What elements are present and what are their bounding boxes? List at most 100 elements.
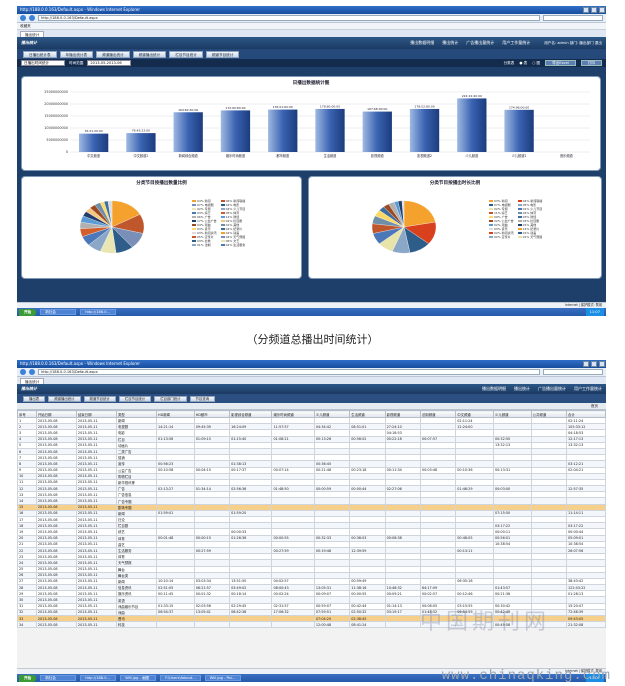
column-header[interactable]: 结束日期 — [75, 410, 117, 418]
channel-program-button[interactable]: 频道节目统计 — [83, 395, 116, 402]
table-row[interactable]: 5 2013-05-08 2013-05-11 动画片 13:32:13 13:32:13 — [17, 441, 606, 449]
app-title: 播出统计 — [21, 386, 37, 391]
nav-item-workload[interactable]: 用户工作量统计 — [574, 386, 602, 391]
browser-tab[interactable]: 播出统计 — [20, 31, 45, 37]
table-row[interactable]: 10 2013-05-08 2013-05-11 购物栏目 — [17, 472, 606, 480]
column-header[interactable]: 合计 — [566, 410, 606, 418]
forward-icon[interactable] — [29, 369, 35, 375]
back-icon[interactable] — [20, 15, 26, 21]
column-header[interactable]: 公共频道 — [530, 410, 568, 418]
table-row[interactable]: 21 2013-05-08 2013-05-11 曲艺 10:38:54 10:38:54 — [17, 540, 606, 548]
table-row[interactable]: 27 2013-05-08 2013-05-11 新闻 10:10:14 03:03:34… — [17, 577, 606, 586]
print-button[interactable]: 打印 — [580, 60, 602, 66]
table-row[interactable]: 29 2013-05-08 2013-05-11 娱乐资讯 00:11:45 00:01:… — [17, 590, 606, 598]
user-info[interactable]: 用户名: admin 部门: 播出部门 退出 — [544, 40, 602, 45]
export-excel-button[interactable]: 导出Excel — [545, 60, 576, 66]
nav-item-detail[interactable]: 播出数据明细 — [410, 40, 435, 45]
app-title: 播出统计 — [21, 40, 37, 45]
table-cell: 12:00:48 — [313, 621, 351, 629]
column-header[interactable]: 少儿频道 — [313, 410, 351, 418]
legend-label: 01% 法制 — [197, 243, 211, 247]
nav-item-workload[interactable]: 用户工作量统计 — [502, 40, 531, 45]
table-row[interactable]: 18 2013-05-08 2013-05-11 栏目剧 03:17:22 03:17:2… — [17, 522, 606, 530]
stats-table: 序号 开始日期 结束日期 类型 HD新闻 HD都市 影视综合频道 娱乐时尚频道 少儿频道 生活频道… — [17, 410, 606, 629]
taskbar-item[interactable]: F:\Users\fabout... — [160, 675, 201, 681]
channel-stats-button[interactable]: 频道播出统计 — [96, 50, 130, 58]
table-row[interactable]: 32 2013-05-08 2013-05-11 戏曲 06:54:37 13:05:41… — [17, 608, 606, 617]
column-header[interactable]: 法制频道 — [419, 410, 457, 418]
table-row[interactable]: 34 2013-05-08 2013-05-11 科技 12:00:48 08:41:24… — [17, 621, 606, 629]
column-stats-button[interactable]: 栏目节目统计 — [169, 50, 203, 58]
table-row[interactable]: 8 2013-05-08 2013-05-11 宣传 00:56:23 01:38:13 0… — [17, 460, 606, 468]
maximize-button[interactable] — [591, 361, 597, 367]
table-row[interactable]: 9 2013-05-08 2013-05-11 公益广告 00:10:58 00:04:1… — [17, 466, 606, 474]
table-row[interactable]: 31 2013-05-08 2013-05-11 戏曲娱乐节目 01:33:15 02:0… — [17, 602, 606, 610]
taskbar-item[interactable]: http://188.0... — [80, 675, 117, 681]
table-row[interactable]: 24 2013-05-08 2013-05-11 天气预报 — [17, 559, 606, 567]
program-search-button[interactable]: 节目查询 — [189, 395, 216, 402]
favorites-label[interactable]: 收藏夹 — [20, 23, 31, 28]
column-header[interactable]: 娱乐时尚频道 — [271, 410, 315, 418]
minimize-button[interactable] — [583, 7, 589, 13]
yearly-stats-button[interactable]: 年播出统计表 — [59, 50, 94, 58]
daily-stats-button[interactable]: 日播出统计表 — [23, 50, 57, 58]
column-header[interactable]: 开始日期 — [35, 410, 77, 418]
taskbar-item[interactable]: 新社会 — [40, 675, 77, 681]
url-input[interactable]: http://188.0.0.163/Default.aspx — [38, 15, 540, 21]
table-row[interactable]: 25 2013-05-08 2013-05-11 舞台 — [17, 565, 606, 573]
nav-item-detail[interactable]: 播出数据明细 — [482, 386, 506, 391]
url-input[interactable]: http://188.0.0.163/Default.aspx — [38, 369, 540, 375]
taskbar-item[interactable]: Will.jpg - Pai... — [204, 675, 241, 681]
column-header[interactable]: 少儿频道 — [492, 410, 532, 418]
column-header[interactable]: 影视综合频道 — [229, 410, 273, 418]
browser-tab[interactable]: 播出统计 — [20, 378, 45, 384]
taskbar-item[interactable]: Will.jpg - 画图 — [120, 675, 157, 681]
start-button[interactable]: 开始 — [19, 674, 37, 682]
y-tick-label: 0 — [66, 150, 68, 154]
start-button[interactable]: 开始 — [19, 308, 37, 316]
nav-item-stats[interactable]: 播出统计 — [514, 386, 530, 391]
home-link[interactable]: 首页 — [17, 403, 606, 410]
close-button[interactable] — [599, 361, 605, 367]
nav-item-ads[interactable]: 广告播出量统计 — [466, 40, 495, 45]
column-header[interactable]: HD新闻 — [156, 410, 195, 418]
nav-item-stats[interactable]: 播出统计 — [442, 40, 459, 45]
maximize-button[interactable] — [591, 7, 597, 13]
browser-search-input[interactable] — [543, 15, 603, 21]
column-header[interactable]: 影视频道 — [384, 410, 421, 418]
table-row[interactable]: 4 2013-05-08 2013-05-11 栏目 01:13:56 01:09:15 0… — [17, 435, 606, 443]
table-row[interactable]: 1 2013-05-08 2013-05-11 新闻 02:11:24 02:11:24 — [17, 416, 606, 425]
legend-label: 02% 戏曲 — [494, 223, 508, 227]
column-header[interactable]: HD都市 — [193, 410, 231, 418]
table-row[interactable]: 6 2013-05-08 2013-05-11 二类广告 — [17, 447, 606, 456]
column-dept-button[interactable]: 栏目部门统计 — [154, 395, 187, 402]
channel-program-button[interactable]: 频道节目统计 — [205, 50, 240, 58]
table-row[interactable]: 13 2013-05-08 2013-05-11 广告信息 — [17, 491, 606, 499]
channel-stats-button-2[interactable]: 频道播出统计 — [132, 50, 167, 58]
back-icon[interactable] — [20, 369, 26, 375]
table-row[interactable]: 23 2013-05-08 2013-05-11 体育 — [17, 553, 606, 561]
table-row[interactable]: 11 2013-05-08 2013-05-11 新华视讯等 — [17, 478, 606, 487]
chart-radio[interactable]: ○ 图 — [532, 60, 541, 65]
column-header[interactable]: 类型 — [115, 410, 158, 418]
forward-icon[interactable] — [29, 15, 35, 21]
legend-swatch — [220, 227, 225, 231]
browser-search-input[interactable] — [543, 369, 603, 375]
mode-select[interactable]: 日播出时间统计 — [21, 60, 65, 66]
column-stats-button[interactable]: 栏目节目统计 — [118, 395, 152, 402]
broadcast-table-button[interactable]: 播出表 — [23, 395, 46, 402]
channel-stats-button[interactable]: 频道播出统计 — [48, 395, 81, 402]
table-row[interactable]: 26 2013-05-08 2013-05-11 舞台类 — [17, 571, 606, 579]
time-range-input[interactable]: 2013-05-2013-06 — [87, 60, 132, 66]
column-header[interactable]: 生活频道 — [349, 410, 386, 418]
column-header[interactable]: 序号 — [17, 410, 37, 418]
table-radio[interactable]: ● 表 — [519, 60, 528, 65]
column-header[interactable]: 中文频道 — [455, 410, 494, 418]
taskbar-item[interactable]: http://188.0... — [80, 309, 117, 315]
nav-item-ads[interactable]: 广告播出量统计 — [538, 386, 566, 391]
table-row[interactable]: 14 2013-05-08 2013-05-11 广告专题 — [17, 497, 606, 505]
minimize-button[interactable] — [583, 361, 589, 367]
table-row[interactable]: 15 2013-05-08 2013-05-11 剧场专题 — [17, 503, 606, 511]
close-button[interactable] — [599, 7, 605, 13]
taskbar-item[interactable]: 新社会 — [40, 309, 77, 315]
